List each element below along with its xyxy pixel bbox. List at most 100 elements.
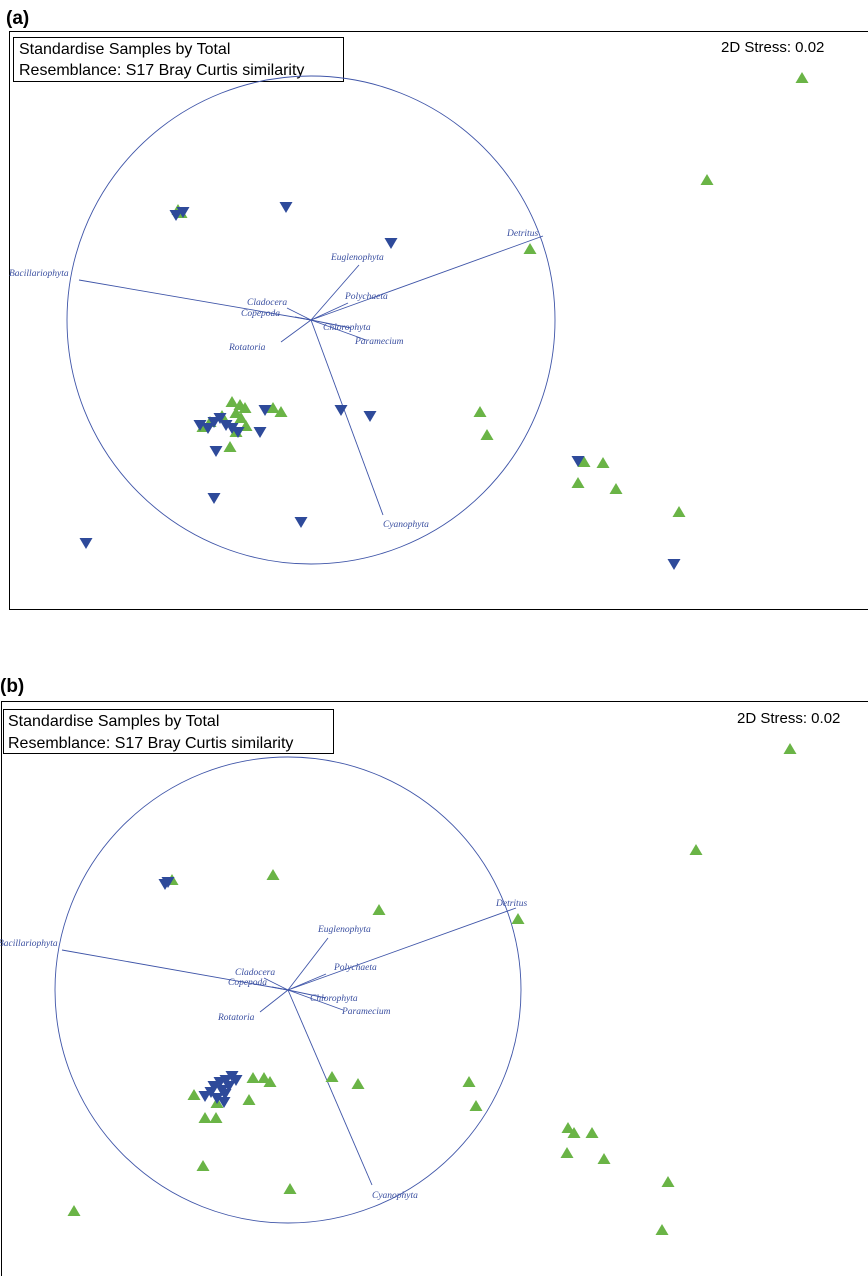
- triangle-up-point: [372, 904, 386, 915]
- vector-label-copepoda: Copepoda: [241, 309, 280, 319]
- vector-label-euglenophyta: Euglenophyta: [317, 925, 371, 935]
- vector-line-detritus: [310, 235, 544, 321]
- triangle-down-point: [204, 1087, 218, 1098]
- triangle-down-point: [209, 446, 223, 457]
- triangle-up-point: [561, 1122, 575, 1133]
- triangle-down-point: [225, 423, 239, 434]
- plot-frame-a: [9, 31, 868, 610]
- stress-label-b: 2D Stress: 0.02: [737, 710, 840, 727]
- triangle-up-point: [511, 913, 525, 924]
- triangle-up-point: [246, 1072, 260, 1083]
- triangle-up-point: [795, 72, 809, 83]
- triangle-up-point: [560, 1147, 574, 1158]
- info-line-b-1: Standardise Samples by Total: [8, 713, 219, 730]
- vector-line-polychaeta: [287, 973, 327, 991]
- vector-label-chlorophyta: Chlorophyta: [310, 994, 358, 1004]
- triangle-down-point: [217, 1097, 231, 1108]
- triangle-up-point: [689, 844, 703, 855]
- stress-label-a: 2D Stress: 0.02: [721, 39, 824, 56]
- vector-line-cyanophyta: [287, 989, 373, 1186]
- triangle-down-point: [229, 1075, 243, 1086]
- triangle-down-point: [222, 1081, 236, 1092]
- triangle-up-point: [67, 1205, 81, 1216]
- triangle-down-point: [161, 877, 175, 888]
- info-box-a: [13, 37, 344, 82]
- triangle-up-point: [263, 1076, 277, 1087]
- triangle-down-point: [279, 202, 293, 213]
- triangle-up-point: [473, 406, 487, 417]
- vector-line-rotatoria: [259, 989, 289, 1013]
- triangle-down-point: [198, 1091, 212, 1102]
- vector-line-chlorophyta: [310, 319, 352, 329]
- correlation-circle-b: [54, 756, 522, 1224]
- vector-label-polychaeta: Polychaeta: [344, 292, 388, 302]
- panel-label-b: (b): [0, 676, 25, 697]
- info-line-b-2: Resemblance: S17 Bray Curtis similarity: [8, 735, 293, 752]
- triangle-up-point: [783, 743, 797, 754]
- triangle-up-point: [597, 1153, 611, 1164]
- triangle-down-point: [571, 456, 585, 467]
- vectors-b: Bacillariophyta Detritus Euglenophyta Polyc…: [0, 899, 527, 1201]
- triangle-up-point: [225, 396, 239, 407]
- vector-label-cyanophyta: Cyanophyta: [383, 520, 429, 530]
- vector-line-cyanophyta: [310, 319, 384, 516]
- vector-label-euglenophyta: Euglenophyta: [330, 253, 384, 263]
- triangle-down-point: [169, 210, 183, 221]
- triangle-up-point: [577, 456, 591, 467]
- triangle-up-point: [223, 441, 237, 452]
- points-a: [79, 72, 809, 570]
- triangle-down-point: [363, 411, 377, 422]
- triangle-down-point: [334, 405, 348, 416]
- vector-line-copepoda: [271, 986, 289, 991]
- triangle-up-point: [196, 1160, 210, 1171]
- triangle-up-point: [187, 1089, 201, 1100]
- panel-a: Standardise Samples by Total Resemblance…: [9, 31, 868, 610]
- triangle-up-point: [283, 1183, 297, 1194]
- vector-label-rotatoria: Rotatoria: [217, 1013, 255, 1023]
- triangle-up-point: [469, 1100, 483, 1111]
- triangle-down-point: [294, 517, 308, 528]
- triangle-up-point: [351, 1078, 365, 1089]
- vector-label-cladocera: Cladocera: [235, 968, 275, 978]
- triangle-down-point: [176, 207, 190, 218]
- triangle-up-point: [672, 506, 686, 517]
- vector-label-bacillariophyta: Bacillariophyta: [9, 269, 69, 279]
- vector-label-cladocera: Cladocera: [247, 298, 287, 308]
- info-line-a-1: Standardise Samples by Total: [19, 41, 230, 58]
- triangle-down-point: [193, 420, 207, 431]
- vector-label-detritus: Detritus: [495, 899, 527, 909]
- triangle-up-point: [266, 402, 280, 413]
- vector-label-polychaeta: Polychaeta: [333, 963, 377, 973]
- vector-label-rotatoria: Rotatoria: [228, 343, 266, 353]
- triangle-down-point: [201, 423, 215, 434]
- triangle-down-point: [258, 405, 272, 416]
- info-line-a-2: Resemblance: S17 Bray Curtis similarity: [19, 62, 304, 79]
- vector-line-euglenophyta: [310, 264, 360, 321]
- triangle-down-point: [384, 238, 398, 249]
- triangle-up-point: [266, 869, 280, 880]
- vector-label-bacillariophyta: Bacillariophyta: [0, 939, 58, 949]
- vector-label-detritus: Detritus: [506, 229, 538, 239]
- vector-line-bacillariophyta: [61, 949, 289, 991]
- triangle-up-point: [655, 1224, 669, 1235]
- triangle-down-point: [219, 420, 233, 431]
- panel-label-a: (a): [6, 8, 30, 29]
- vector-line-euglenophyta: [287, 937, 329, 991]
- vector-label-paramecium: Paramecium: [341, 1007, 391, 1017]
- triangle-up-point: [596, 457, 610, 468]
- triangle-down-point: [207, 493, 221, 504]
- triangle-up-point: [585, 1127, 599, 1138]
- triangle-down-point: [253, 427, 267, 438]
- vector-label-copepoda: Copepoda: [228, 978, 267, 988]
- triangle-up-point: [242, 1094, 256, 1105]
- triangle-up-point: [209, 1112, 223, 1123]
- vector-line-cladocera: [263, 977, 289, 991]
- vector-line-chlorophyta: [287, 989, 327, 999]
- vector-label-cyanophyta: Cyanophyta: [372, 1191, 418, 1201]
- triangle-down-point: [231, 427, 245, 438]
- plot-frame-b: [1, 701, 868, 1276]
- triangle-up-point: [480, 429, 494, 440]
- vector-line-paramecium: [310, 319, 367, 341]
- triangle-up-point: [462, 1076, 476, 1087]
- triangle-down-point: [207, 417, 221, 428]
